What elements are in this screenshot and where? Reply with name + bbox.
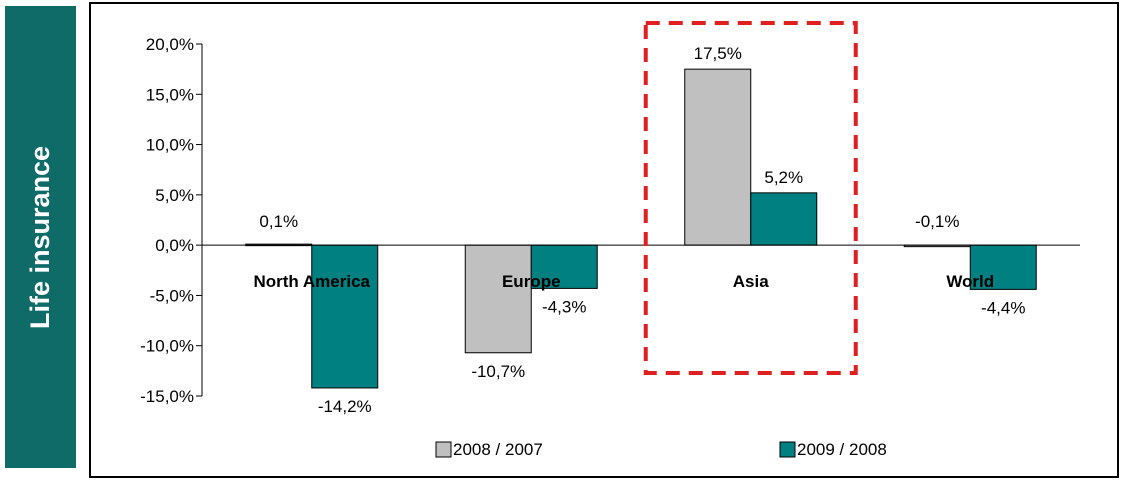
- bar-series2-north-america: [311, 244, 379, 389]
- y-tick-label: 20,0%: [146, 35, 194, 54]
- category-label: Europe: [502, 272, 561, 291]
- category-label: World: [946, 272, 994, 291]
- y-tick-label: -5,0%: [150, 286, 194, 305]
- y-tick-label: 0,0%: [155, 236, 194, 255]
- data-label: -14,2%: [318, 397, 372, 416]
- data-label: 17,5%: [694, 44, 742, 63]
- highlight-box: [643, 21, 858, 375]
- y-tick-label: -10,0%: [140, 337, 194, 356]
- category-label: North America: [253, 272, 370, 291]
- bar-series1-europe: [464, 244, 532, 354]
- bar-series2-world: [969, 244, 1037, 290]
- data-label: -4,4%: [981, 298, 1025, 317]
- data-label: -0,1%: [915, 212, 959, 231]
- y-tick-label: 15,0%: [146, 85, 194, 104]
- data-label: 0,1%: [259, 212, 298, 231]
- legend-label: 2009 / 2008: [797, 440, 887, 459]
- data-label: -4,3%: [542, 297, 586, 316]
- side-panel: [5, 6, 76, 468]
- data-label: -10,7%: [471, 362, 525, 381]
- category-label: Asia: [733, 272, 769, 291]
- y-tick-label: 5,0%: [155, 186, 194, 205]
- bar-series2-europe: [530, 244, 598, 289]
- legend-swatch: [435, 441, 452, 458]
- bar-series1-asia: [684, 68, 752, 246]
- y-tick-label: 10,0%: [146, 136, 194, 155]
- chart-frame: [89, 2, 1119, 478]
- y-tick-label: -15,0%: [140, 387, 194, 406]
- bar-series2-asia: [750, 192, 818, 246]
- data-label: 5,2%: [764, 168, 803, 187]
- legend-swatch: [779, 441, 796, 458]
- legend-label: 2008 / 2007: [453, 440, 543, 459]
